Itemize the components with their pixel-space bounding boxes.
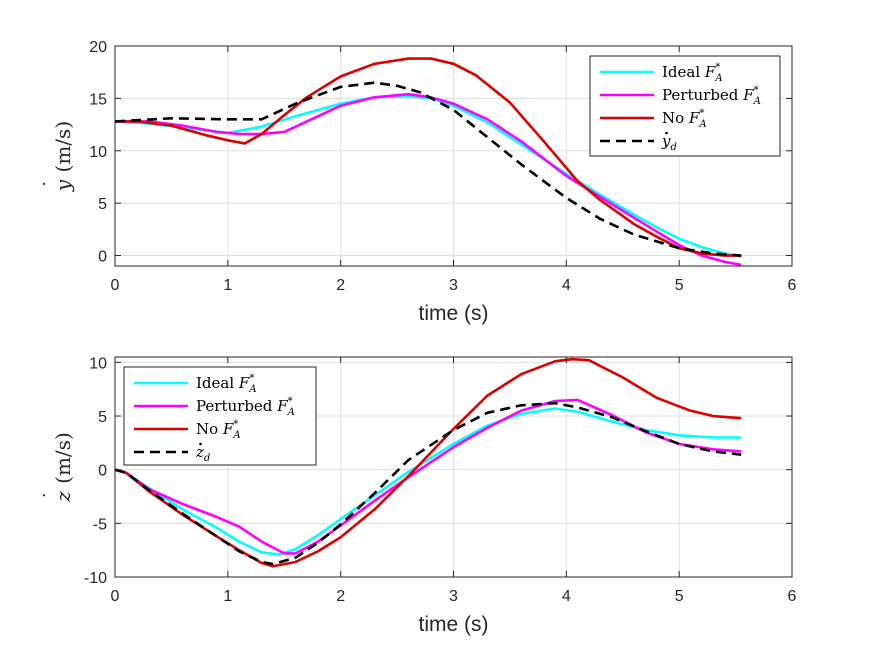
series-line-2 — [115, 398, 742, 555]
y-tick-label: 10 — [89, 355, 107, 372]
series-line-3 — [115, 57, 742, 257]
legend-label-prefix: Perturbed — [196, 397, 277, 415]
legend-label-symbol: y — [661, 132, 671, 150]
series-line-1 — [115, 94, 742, 258]
legend-label-subscript: A — [232, 430, 240, 441]
legend-label-prefix: Perturbed — [662, 86, 743, 104]
series-line-4 — [115, 401, 742, 566]
legend-label-symbol: F — [704, 63, 716, 81]
legend-entry-label: No F* A — [196, 419, 241, 441]
legend-label-subscript: A — [248, 384, 256, 395]
y-tick-label: 10 — [89, 144, 107, 161]
x-tick-label: 5 — [675, 277, 684, 294]
y-tick-label: 5 — [98, 196, 107, 213]
series-line-1 — [115, 407, 742, 556]
legend-label-superscript: * — [288, 396, 293, 407]
legend-label-subscript: d — [670, 142, 676, 153]
x-tick-label: 5 — [675, 588, 684, 605]
legend-label-prefix: No — [196, 420, 223, 438]
y-tick-label: 0 — [98, 249, 107, 266]
y-axis-symbol: y — [51, 179, 75, 192]
legend-overdot — [665, 131, 668, 135]
legend-label-superscript: * — [249, 373, 254, 384]
x-tick-label: 0 — [111, 277, 120, 294]
legend-label-prefix: No — [662, 109, 689, 127]
legend-entry-label: Perturbed F* A — [196, 396, 295, 418]
y-tick-label: 15 — [89, 91, 107, 108]
legend-entry-label: zd — [195, 443, 210, 464]
y-axis-units: (m/s) — [51, 432, 75, 490]
y-axis-dot: ˙ — [39, 179, 63, 189]
legend-label-symbol: F — [238, 374, 250, 392]
x-tick-label: 4 — [562, 277, 571, 294]
x-tick-label: 0 — [111, 588, 120, 605]
legend-label-prefix: Ideal — [196, 374, 239, 392]
y-axis-units: (m/s) — [51, 121, 75, 179]
legend-label-superscript: * — [233, 419, 238, 430]
x-tick-label: 6 — [788, 588, 797, 605]
y-axis-title: z˙ (m/s) — [39, 432, 75, 502]
x-axis-title: time (s) — [419, 613, 489, 636]
legend-label-symbol: z — [195, 443, 204, 461]
series-line-4 — [115, 81, 742, 257]
legend-label-symbol: F — [276, 397, 288, 415]
legend-entry-label: Ideal F* A — [662, 62, 723, 84]
legend-label-superscript: * — [715, 62, 720, 73]
legend-label-subscript: A — [287, 407, 295, 418]
y-tick-label: -5 — [93, 516, 107, 533]
y-axis-symbol: z — [51, 491, 75, 503]
legend-label-subscript: A — [714, 73, 722, 84]
legend-overdot — [199, 442, 202, 446]
y-axis-dot: ˙ — [39, 490, 63, 500]
legend-label-symbol: F — [222, 420, 234, 438]
x-axis-title: time (s) — [419, 302, 489, 325]
x-tick-label: 3 — [449, 588, 458, 605]
x-tick-label: 1 — [223, 588, 232, 605]
legend-entry-label: yd — [661, 132, 677, 153]
legend-label-superscript: * — [699, 108, 704, 119]
x-tick-label: 6 — [788, 277, 797, 294]
legend-label-subscript: A — [753, 96, 761, 107]
legend-entry-label: Ideal F* A — [196, 373, 257, 395]
legend-label-subscript: A — [698, 119, 706, 130]
y-tick-label: 5 — [98, 409, 107, 426]
x-tick-label: 2 — [336, 277, 345, 294]
x-tick-label: 3 — [449, 277, 458, 294]
x-tick-label: 1 — [223, 277, 232, 294]
y-tick-label: -10 — [84, 570, 107, 587]
x-tick-label: 4 — [562, 588, 571, 605]
x-tick-label: 2 — [336, 588, 345, 605]
legend-label-subscript: d — [204, 453, 210, 464]
legend-entry-label: No F* A — [662, 108, 707, 130]
legend-label-symbol: F — [742, 86, 754, 104]
legend-label-superscript: * — [754, 85, 759, 96]
y-tick-label: 0 — [98, 463, 107, 480]
legend-entry-label: Perturbed F* A — [662, 85, 761, 107]
legend-label-symbol: F — [688, 109, 700, 127]
y-tick-label: 20 — [89, 39, 107, 56]
y-axis-title: y˙ (m/s) — [39, 121, 75, 192]
legend-label-prefix: Ideal — [662, 63, 705, 81]
